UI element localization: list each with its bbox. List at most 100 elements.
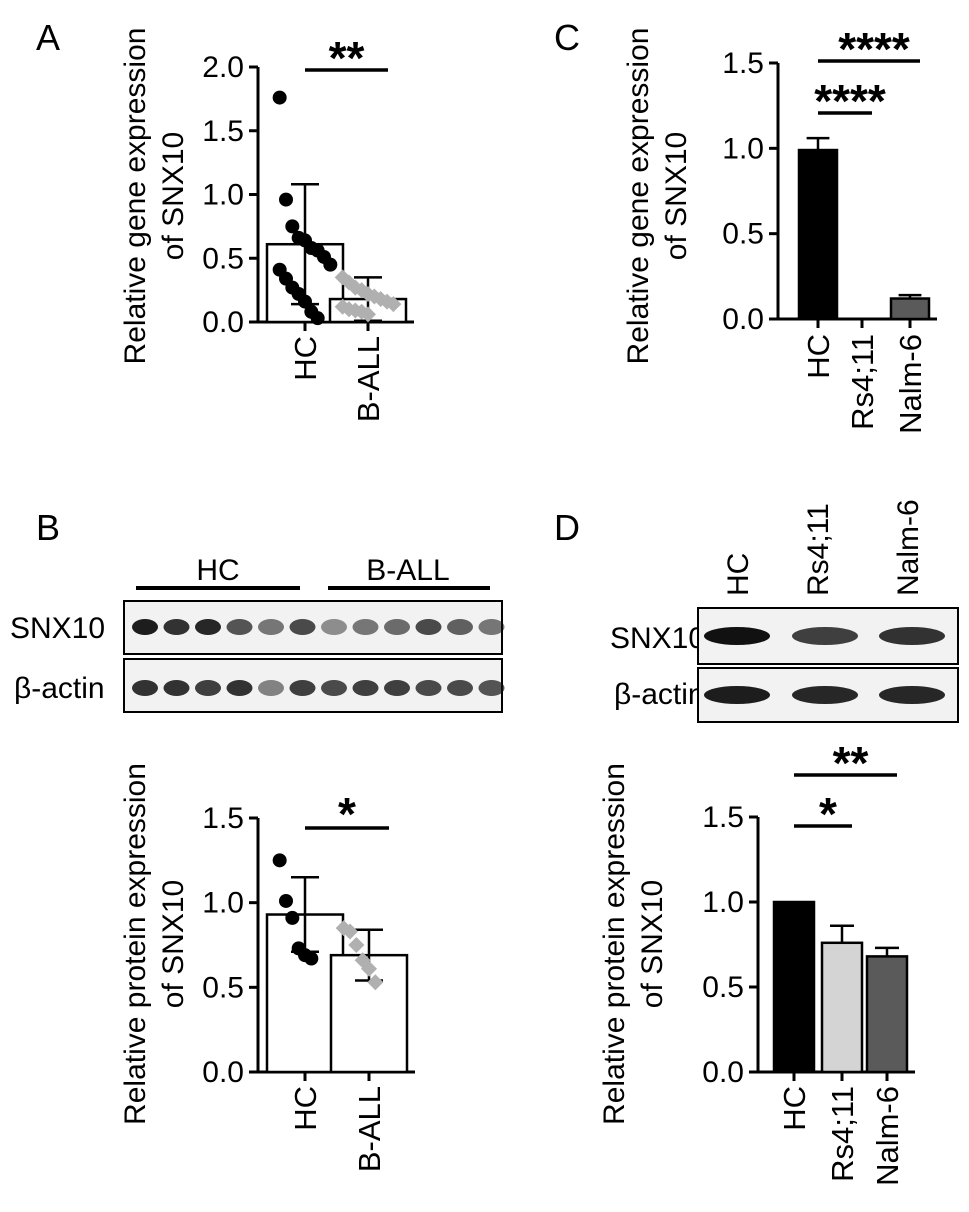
y-tick-label: 1.5 bbox=[702, 801, 744, 834]
y-tick-label: 0.0 bbox=[202, 1056, 244, 1089]
data-point bbox=[285, 910, 300, 925]
x-tick-label: B-ALL bbox=[351, 336, 386, 422]
y-tick-label: 1.0 bbox=[202, 179, 244, 212]
data-point bbox=[348, 937, 365, 953]
lane-label-rs411: Rs4;11 bbox=[802, 503, 835, 596]
significance-stars: ** bbox=[329, 32, 365, 84]
data-point bbox=[323, 257, 338, 272]
panel-label-d: D bbox=[554, 507, 580, 548]
y-axis-label: of SNX10 bbox=[157, 132, 190, 260]
y-axis-label: Relative gene expression bbox=[622, 28, 655, 365]
significance-stars: ** bbox=[833, 737, 869, 789]
y-tick-label: 0.0 bbox=[722, 303, 764, 336]
actin-band bbox=[195, 680, 221, 696]
data-point bbox=[385, 296, 402, 313]
western-blot-d: HC Rs4;11 Nalm-6 SNX10 β-actin bbox=[610, 499, 959, 723]
data-point bbox=[272, 90, 287, 105]
data-point bbox=[298, 294, 312, 309]
y-tick-label: 0.5 bbox=[722, 218, 764, 251]
snx10-band bbox=[289, 619, 316, 635]
snx10-band bbox=[704, 627, 770, 645]
data-point bbox=[279, 893, 293, 908]
data-point bbox=[342, 923, 358, 940]
blot-bands bbox=[132, 619, 505, 696]
chart-c-gene-expression: 0.0 0.5 1.0 1.5 Relative gene expression of S… bbox=[622, 23, 937, 434]
actin-band bbox=[447, 680, 473, 696]
x-tick-label: HC bbox=[288, 336, 323, 381]
actin-band bbox=[879, 686, 945, 704]
y-tick-label: 0.5 bbox=[202, 242, 244, 275]
significance-stars: **** bbox=[814, 75, 886, 127]
snx10-band bbox=[226, 619, 253, 635]
data-point bbox=[367, 974, 384, 991]
blot-row-label-snx10: SNX10 bbox=[10, 612, 105, 645]
x-tick-label: HC bbox=[777, 1086, 812, 1131]
x-tick-label: HC bbox=[288, 1086, 323, 1131]
snx10-band bbox=[258, 619, 284, 635]
actin-band bbox=[352, 680, 379, 696]
actin-band bbox=[384, 680, 410, 696]
panel-label-c: C bbox=[554, 17, 580, 58]
group-label-hc: HC bbox=[196, 554, 239, 587]
snx10-band bbox=[384, 619, 410, 635]
y-tick-label: 1.5 bbox=[722, 47, 764, 80]
panel-label-b: B bbox=[36, 507, 60, 548]
snx10-band bbox=[195, 619, 221, 635]
data-point bbox=[360, 306, 376, 323]
y-tick-label: 1.0 bbox=[702, 886, 744, 919]
x-tick-label: B-ALL bbox=[352, 1086, 387, 1172]
x-tick-label: HC bbox=[801, 334, 836, 379]
chart-a-gene-expression: 0.0 0.5 1.0 1.5 2.0 Relative gene expression o… bbox=[119, 28, 414, 422]
y-tick-label: 1.0 bbox=[722, 132, 764, 165]
snx10-band bbox=[163, 619, 190, 635]
blot-bands bbox=[704, 627, 945, 704]
bar bbox=[797, 148, 839, 321]
y-tick-label: 0.0 bbox=[202, 306, 244, 339]
actin-band bbox=[163, 680, 190, 696]
snx10-band bbox=[792, 627, 858, 645]
y-axis-label: of SNX10 bbox=[660, 132, 693, 260]
snx10-band bbox=[447, 619, 473, 635]
bar bbox=[820, 941, 864, 1074]
y-tick-label: 0.0 bbox=[702, 1056, 744, 1089]
actin-band bbox=[321, 680, 347, 696]
significance-stars: * bbox=[338, 788, 356, 840]
blot-row-label-actin: β-actin bbox=[614, 678, 705, 711]
data-point bbox=[272, 853, 287, 868]
snx10-band bbox=[879, 627, 945, 645]
significance-stars: **** bbox=[838, 23, 910, 75]
y-tick-label: 0.5 bbox=[702, 971, 744, 1004]
data-point bbox=[310, 311, 325, 326]
snx10-band bbox=[321, 619, 347, 635]
group-label-b-all: B-ALL bbox=[366, 554, 449, 587]
y-tick-label: 2.0 bbox=[202, 51, 244, 84]
lane-label-nalm6: Nalm-6 bbox=[892, 499, 925, 596]
data-point bbox=[285, 219, 300, 234]
chart-b-protein-expression: 0.0 0.5 1.0 1.5 Relative protein expression o… bbox=[119, 763, 415, 1172]
snx10-band bbox=[415, 619, 442, 635]
actin-band bbox=[415, 680, 442, 696]
x-tick-label: Rs4;11 bbox=[845, 334, 880, 430]
data-point bbox=[279, 192, 293, 207]
actin-band bbox=[792, 686, 858, 704]
lane-label-hc: HC bbox=[722, 553, 755, 596]
y-tick-label: 0.5 bbox=[202, 971, 244, 1004]
actin-band bbox=[289, 680, 316, 696]
y-axis-label: Relative protein expression bbox=[119, 763, 152, 1125]
y-tick-label: 1.5 bbox=[202, 802, 244, 835]
western-blot-b: HC B-ALL SNX10 β-actin bbox=[10, 554, 505, 713]
data-point bbox=[304, 951, 319, 966]
snx10-band bbox=[352, 619, 379, 635]
bar bbox=[865, 955, 909, 1074]
panel-label-a: A bbox=[36, 17, 60, 58]
bar bbox=[889, 297, 931, 321]
snx10-band bbox=[478, 619, 505, 635]
significance-stars: * bbox=[819, 788, 837, 840]
x-tick-label: Nalm-6 bbox=[893, 334, 928, 434]
actin-band bbox=[226, 680, 253, 696]
chart-d-protein-expression: 0.0 0.5 1.0 1.5 Relative protein expression o… bbox=[598, 737, 915, 1186]
y-tick-label: 1.0 bbox=[202, 887, 244, 920]
y-axis-label: Relative protein expression bbox=[598, 763, 631, 1125]
y-axis-label: of SNX10 bbox=[636, 880, 669, 1008]
